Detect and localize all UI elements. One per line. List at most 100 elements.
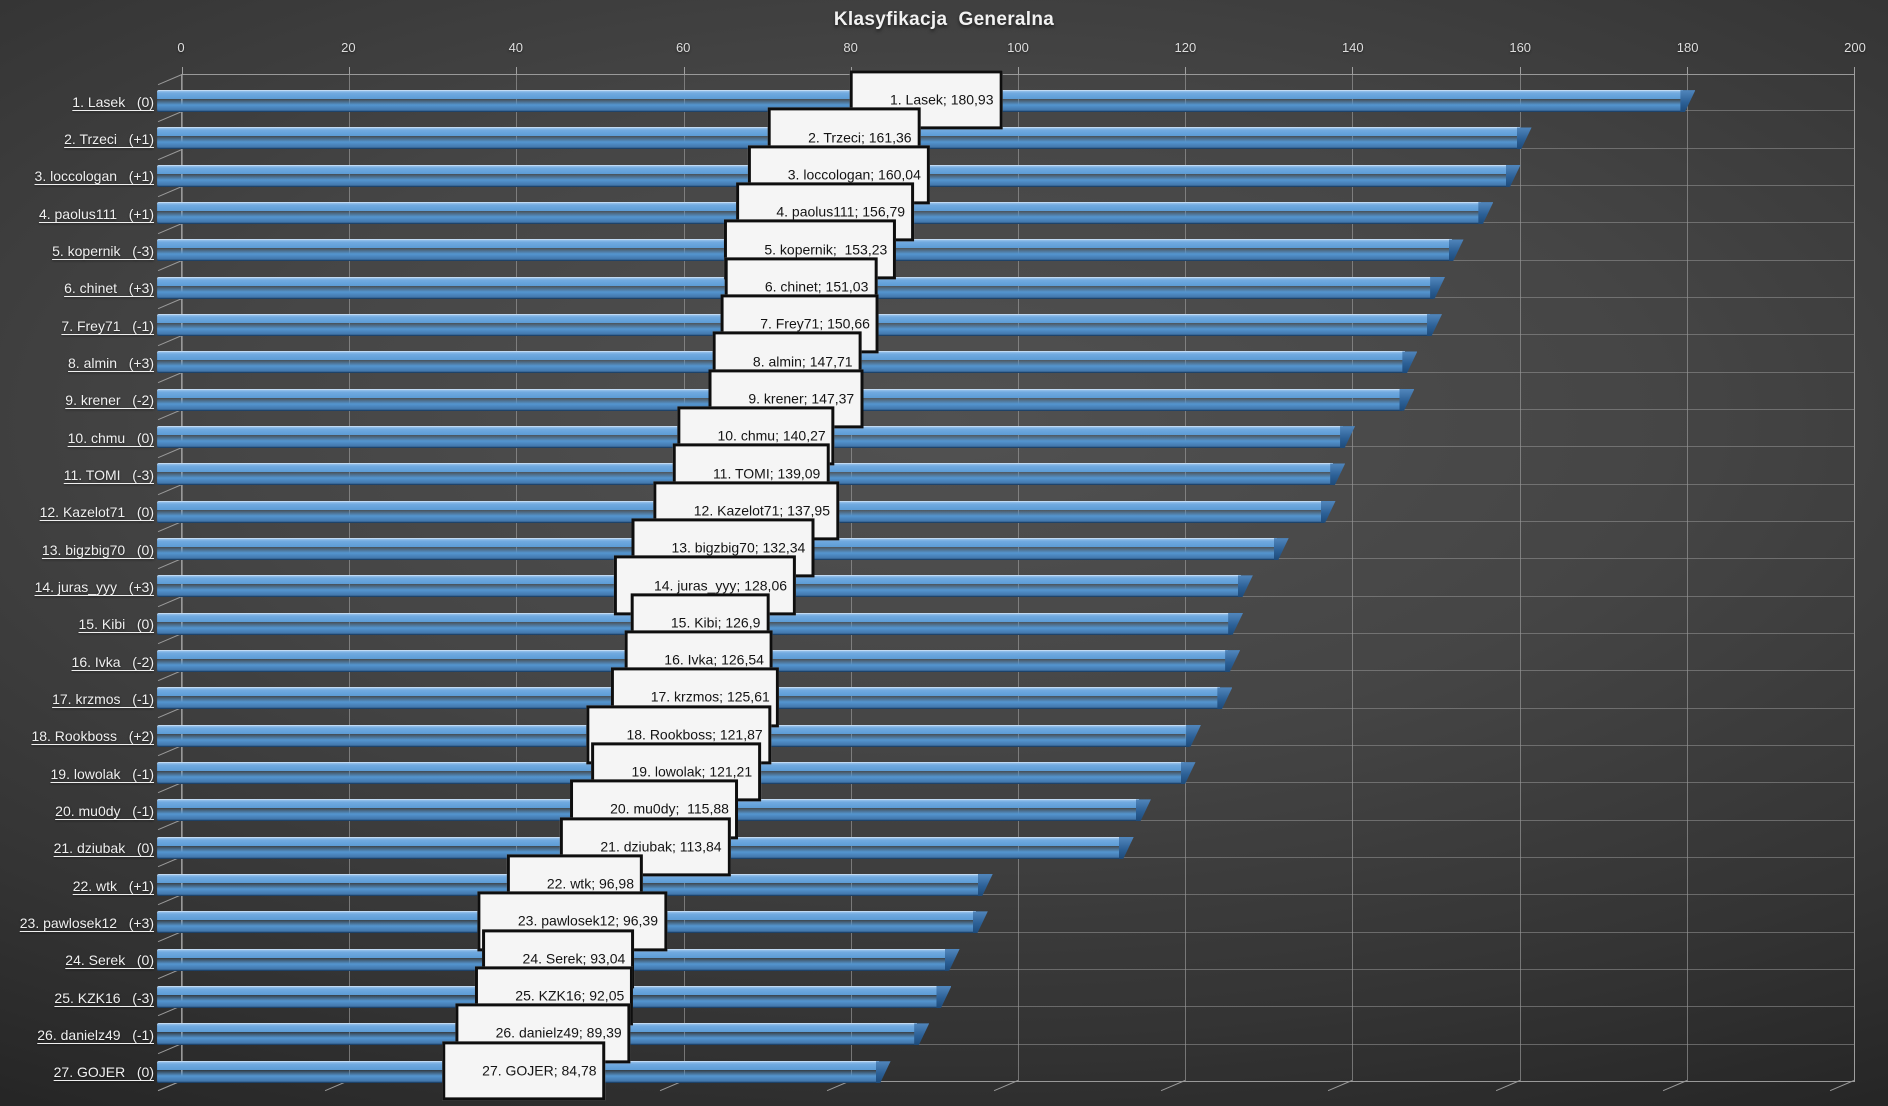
category-label[interactable]: 7. Frey71 (-1) bbox=[61, 317, 154, 334]
category-label[interactable]: 6. chinet (+3) bbox=[64, 280, 154, 297]
value-axis-ticks: 0 20 40 60 80 100 120 140 160 180 200 bbox=[177, 40, 1865, 58]
table-row: 15. Kibi (0) 15. Kibi; 126,9 bbox=[0, 593, 1888, 653]
category-label[interactable]: 14. juras_yyy (+3) bbox=[34, 578, 154, 595]
row-plot: 6. chinet; 151,03 bbox=[157, 257, 1855, 317]
bar-end-cap bbox=[1273, 538, 1289, 561]
bar-end-cap bbox=[914, 1023, 930, 1046]
category-label[interactable]: 2. Trzeci (+1) bbox=[64, 130, 154, 147]
table-row: 19. lowolak (-1) 19. lowolak; 121,21 bbox=[0, 742, 1888, 802]
data-label-text: 13. bigzbig70; 132,34 bbox=[671, 539, 806, 556]
axis-tick-mark bbox=[182, 67, 183, 75]
category-label[interactable]: 12. Kazelot71 (0) bbox=[39, 504, 154, 521]
row-plot: 22. wtk; 96,98 bbox=[157, 854, 1855, 914]
category-label[interactable]: 9. krener (-2) bbox=[65, 392, 154, 409]
category-label[interactable]: 10. chmu (0) bbox=[67, 429, 154, 446]
row-plot: 13. bigzbig70; 132,34 bbox=[157, 518, 1855, 578]
category-label[interactable]: 20. mu0dy (-1) bbox=[55, 802, 154, 819]
category-rows: 1. Lasek (0) 1. Lasek; 180,93 2. Trzeci … bbox=[0, 70, 1888, 1101]
category-label[interactable]: 3. loccologan (+1) bbox=[34, 168, 154, 185]
chart-title: Klasyfikacja Generalna bbox=[833, 9, 1055, 30]
data-label-text: 9. krener; 147,37 bbox=[748, 390, 855, 407]
category-label[interactable]: 25. KZK16 (-3) bbox=[54, 989, 154, 1006]
row-plot: 20. mu0dy; 115,88 bbox=[157, 779, 1855, 840]
bar-end-cap bbox=[875, 1061, 891, 1084]
axis-tick-label: 200 bbox=[1844, 40, 1866, 55]
bar-end-cap bbox=[1237, 575, 1253, 598]
row-plot: 7. Frey71; 150,66 bbox=[157, 294, 1855, 354]
axis-tick-mark bbox=[683, 67, 685, 75]
table-row: 12. Kazelot71 (0) 12. Kazelot71; 137,95 bbox=[0, 481, 1888, 541]
axis-tick-mark bbox=[1854, 67, 1855, 75]
row-plot: 1. Lasek; 180,93 bbox=[157, 70, 1855, 130]
bar-end-cap bbox=[1680, 90, 1696, 113]
gridline bbox=[1686, 75, 1688, 1081]
data-label-text: 23. pawlosek12; 96,39 bbox=[517, 912, 659, 929]
data-label-text: 15. Kibi; 126,9 bbox=[670, 614, 761, 631]
table-row: 10. chmu (0) 10. chmu; 140,27 bbox=[0, 406, 1888, 466]
table-row: 14. juras_yyy (+3) 14. juras_yyy; 128,06 bbox=[0, 555, 1888, 616]
table-row: 22. wtk (+1) 22. wtk; 96,98 bbox=[0, 854, 1888, 914]
row-plot: 23. pawlosek12; 96,39 bbox=[157, 891, 1855, 951]
row-plot: 10. chmu; 140,27 bbox=[157, 406, 1855, 466]
bar-end-cap bbox=[1320, 500, 1336, 523]
table-row: 20. mu0dy (-1) 20. mu0dy; 115,88 bbox=[0, 779, 1888, 840]
axis-tick-label: 60 bbox=[675, 40, 691, 55]
data-label-text: 12. Kazelot71; 137,95 bbox=[693, 502, 830, 519]
bar-end-cap bbox=[1225, 650, 1241, 673]
category-label[interactable]: 21. dziubak (0) bbox=[53, 840, 154, 857]
bar-end-cap bbox=[1448, 239, 1464, 262]
bar-end-cap bbox=[1340, 426, 1356, 449]
axis-tick-label: 160 bbox=[1509, 40, 1532, 55]
category-label[interactable]: 13. bigzbig70 (0) bbox=[41, 541, 154, 558]
row-plot: 5. kopernik; 153,23 bbox=[157, 219, 1855, 280]
category-label[interactable]: 24. Serek (0) bbox=[65, 952, 154, 969]
bar-end-cap bbox=[1118, 836, 1134, 859]
data-label-text: 1. Lasek; 180,93 bbox=[889, 91, 994, 108]
category-label[interactable]: 8. almin (+3) bbox=[68, 354, 154, 371]
category-label[interactable]: 11. TOMI (-3) bbox=[63, 466, 154, 483]
category-label[interactable]: 5. kopernik (-3) bbox=[52, 242, 154, 259]
axis-tick-mark bbox=[1352, 67, 1354, 75]
axis-tick-mark bbox=[1686, 67, 1688, 75]
data-label-text: 11. TOMI; 139,09 bbox=[712, 464, 821, 481]
category-label[interactable]: 27. GOJER (0) bbox=[53, 1064, 154, 1081]
row-plot: 16. Ivka; 126,54 bbox=[157, 630, 1855, 690]
bar-end-cap bbox=[1330, 463, 1346, 486]
axis-tick-label: 40 bbox=[508, 40, 524, 55]
data-label-box: 21. dziubak; 113,84 bbox=[560, 817, 731, 877]
row-plot: 19. lowolak; 121,21 bbox=[157, 742, 1855, 802]
gridline bbox=[1854, 75, 1855, 1081]
axis-tick-label: 100 bbox=[1007, 40, 1029, 55]
category-label[interactable]: 15. Kibi (0) bbox=[78, 616, 154, 633]
table-row: 6. chinet (+3) 6. chinet; 151,03 bbox=[0, 257, 1888, 317]
row-plot: 9. krener; 147,37 bbox=[157, 369, 1855, 429]
table-row: 9. krener (-2) 9. krener; 147,37 bbox=[0, 369, 1888, 429]
axis-tick-mark bbox=[1018, 67, 1019, 75]
data-label-text: 18. Rookboss; 121,87 bbox=[626, 726, 763, 743]
data-label-text: 6. chinet; 151,03 bbox=[764, 278, 869, 295]
category-label[interactable]: 1. Lasek (0) bbox=[72, 93, 154, 110]
data-label-text: 14. juras_yyy; 128,06 bbox=[653, 576, 788, 593]
axis-tick-label: 140 bbox=[1341, 40, 1364, 55]
category-label[interactable]: 16. Ivka (-2) bbox=[71, 653, 154, 670]
bar-end-cap bbox=[1427, 314, 1443, 337]
category-label[interactable]: 18. Rookboss (+2) bbox=[31, 728, 154, 745]
data-label-text: 20. mu0dy; 115,88 bbox=[610, 800, 729, 817]
row-plot: 15. Kibi; 126,9 bbox=[157, 593, 1855, 653]
category-label[interactable]: 17. krzmos (-1) bbox=[52, 690, 154, 707]
row-plot: 4. paolus111; 156,79 bbox=[157, 182, 1855, 242]
row-plot: 8. almin; 147,71 bbox=[157, 331, 1855, 392]
category-label[interactable]: 26. danielz49 (-1) bbox=[37, 1026, 154, 1043]
category-label[interactable]: 19. lowolak (-1) bbox=[50, 765, 154, 782]
category-label[interactable]: 23. pawlosek12 (+3) bbox=[19, 914, 154, 931]
gridline bbox=[1352, 75, 1354, 1081]
table-row: 3. loccologan (+1) 3. loccologan; 160,04 bbox=[0, 145, 1888, 205]
data-label-text: 24. Serek; 93,04 bbox=[522, 950, 626, 967]
row-plot: 11. TOMI; 139,09 bbox=[157, 443, 1855, 504]
row-plot: 14. juras_yyy; 128,06 bbox=[157, 555, 1855, 616]
category-label[interactable]: 22. wtk (+1) bbox=[72, 877, 154, 894]
data-label-text: 22. wtk; 96,98 bbox=[546, 875, 635, 892]
data-label-text: 21. dziubak; 113,84 bbox=[600, 838, 722, 855]
category-label[interactable]: 4. paolus111 (+1) bbox=[38, 205, 154, 222]
